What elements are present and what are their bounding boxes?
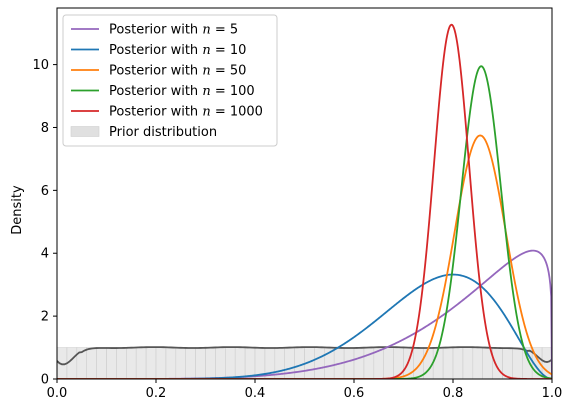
prior-bar xyxy=(284,347,295,379)
y-axis-label: Density xyxy=(10,185,25,235)
prior-bar xyxy=(472,347,483,379)
prior-bar xyxy=(116,347,127,379)
prior-bar xyxy=(106,347,117,379)
prior-bar xyxy=(195,347,206,379)
prior-curve xyxy=(57,346,552,366)
prior-bar xyxy=(343,347,355,379)
prior-bar xyxy=(492,347,503,379)
y-tick-label: 2 xyxy=(41,310,49,325)
legend: Posterior with n = 5 Posterior with n = 1… xyxy=(62,14,278,147)
legend-swatch xyxy=(70,126,100,137)
legend-entry-label: Posterior with n = 100 xyxy=(109,84,255,99)
series-line-n100 xyxy=(57,65,552,379)
prior-bar xyxy=(225,347,236,379)
prior-bar xyxy=(512,347,523,379)
y-tick-label: 10 xyxy=(32,58,49,73)
legend-entry-label: Posterior with n = 5 xyxy=(109,23,238,38)
prior-bar xyxy=(363,347,375,379)
x-tick-label: 0.8 xyxy=(443,386,464,401)
plot-area xyxy=(57,23,552,379)
prior-bar xyxy=(462,347,474,379)
legend-entry-label: Prior distribution xyxy=(109,125,217,140)
prior-bar xyxy=(175,347,187,379)
x-tick-label: 1.0 xyxy=(542,386,563,401)
prior-bar xyxy=(383,347,394,379)
prior-bar xyxy=(314,347,325,379)
x-tick-label: 0.4 xyxy=(245,386,266,401)
prior-bar xyxy=(442,347,454,379)
prior-bar xyxy=(185,347,196,379)
legend-entry-label: Posterior with n = 50 xyxy=(109,64,246,79)
x-tick-label: 0.2 xyxy=(146,386,167,401)
y-tick-label: 8 xyxy=(41,121,49,136)
prior-bar xyxy=(244,347,256,379)
axes-frame xyxy=(56,7,553,380)
prior-bar xyxy=(165,347,177,379)
prior-bar xyxy=(145,347,157,379)
prior-bar xyxy=(294,347,305,379)
prior-bar xyxy=(413,347,424,379)
prior-bar xyxy=(452,347,464,379)
prior-bar xyxy=(353,347,365,379)
prior-bar xyxy=(126,347,137,379)
legend-entry-label: Posterior with n = 10 xyxy=(109,43,246,58)
prior-bar xyxy=(215,347,226,379)
x-tick-label: 0.0 xyxy=(47,386,68,401)
y-tick-label: 6 xyxy=(41,184,49,199)
prior-bar xyxy=(135,347,147,379)
prior-bar xyxy=(86,347,97,379)
series-line-n1000 xyxy=(57,23,552,379)
axes: 0.0 0.2 0.4 0.6 0.8 1.0 0 2 4 6 8 10 xyxy=(32,7,563,401)
prior-bar xyxy=(234,347,246,379)
legend-entry-label: Posterior with n = 1000 xyxy=(109,105,263,120)
legend-box xyxy=(62,14,278,147)
prior-bar xyxy=(205,347,216,379)
series-line-n50 xyxy=(57,134,552,379)
prior-bar xyxy=(96,347,107,379)
y-tick-label: 4 xyxy=(41,247,49,262)
prior-bar xyxy=(432,347,444,379)
y-tick-label: 0 xyxy=(41,373,49,388)
x-tick-label: 0.6 xyxy=(344,386,365,401)
prior-bar xyxy=(155,347,167,379)
